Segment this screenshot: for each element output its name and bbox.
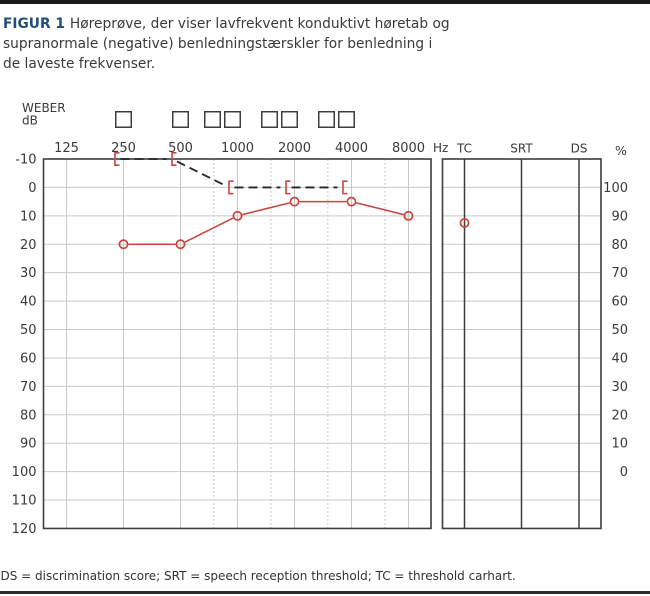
air-conduction-line-segment-4 [356,202,404,216]
speech-point-TC [459,217,470,228]
percent-label-0: 0 [620,465,628,480]
series-bone-conduction [114,152,348,195]
bone-conduction-marker-500 [171,152,177,166]
air-conduction-point-500 [175,239,186,250]
db-label-110: 110 [12,494,37,509]
bone-conduction-marker-4000 [342,180,348,195]
db-label-10: 10 [20,209,37,224]
percent-label-40: 40 [611,351,628,366]
bone-conduction-marker-1000 [228,180,234,195]
weber-unit-label: dB [22,114,38,128]
weber-box-4000 [318,111,335,128]
percent-label-20: 20 [611,408,628,423]
db-label-0: 0 [28,181,36,196]
axis-labels: 125 250 500 1000 2000 4000 8000 Hz TC SRT DS %-1001… [12,141,628,537]
db-label-50: 50 [20,323,37,338]
weber-box-2000 [281,111,298,128]
freq-label-2000: 2000 [278,141,311,156]
db-label-40: 40 [20,295,37,310]
percent-label-70: 70 [611,266,628,281]
top-rule [0,0,650,4]
freq-label-8000: 8000 [392,141,425,156]
weber-box-2000 [261,111,278,128]
db-label-70: 70 [20,380,37,395]
audiogram-frame [42,158,432,530]
percent-label-10: 10 [611,437,628,452]
freq-label-125: 125 [54,141,79,156]
weber-label: WEBER [22,101,66,115]
freq-label-4000: 4000 [335,141,368,156]
grid-lines [43,159,601,529]
bone-conduction-marker-2000 [285,180,291,195]
db-label-20: 20 [20,238,37,253]
air-conduction-line-segment-2 [242,202,290,216]
weber-box-250 [115,111,132,128]
air-conduction-point-250 [118,239,129,250]
weber-box-4000 [338,111,355,128]
bottom-rule [0,591,650,594]
percent-axis-label: % [615,143,627,158]
bone-conduction-marker-250 [114,152,120,166]
db-label-90: 90 [20,437,37,452]
percent-label-30: 30 [611,380,628,395]
percent-label-90: 90 [611,209,628,224]
weber-box-500 [172,111,189,128]
figure-caption-text: Høreprøve, der viser lavfrekvent kondukt… [3,15,450,72]
column-label-DS: DS [571,142,588,156]
bone-conduction-line-segment-1 [176,160,225,186]
air-conduction-point-2000 [289,196,300,207]
air-conduction-point-8000 [403,210,414,221]
db-label-120: 120 [12,522,37,537]
figure-label: FIGUR 1 [3,15,65,32]
percent-label-60: 60 [611,295,628,310]
percent-label-100: 100 [603,181,628,196]
db-label-30: 30 [20,266,37,281]
db-label-100: 100 [12,465,37,480]
column-label-SRT: SRT [510,142,533,156]
db-label-60: 60 [20,351,37,366]
air-conduction-line-segment-1 [184,217,234,243]
figure-caption: FIGUR 1 Høreprøve, der viser lavfrekvent … [3,14,563,74]
freq-label-1000: 1000 [221,141,254,156]
footnote: DS = discrimination score; SRT = speech … [0,568,516,583]
freq-unit-label: Hz [433,141,448,155]
weber-box-1000 [204,111,221,128]
weber-box-1000 [224,111,241,128]
db-label--10: -10 [15,153,36,168]
db-label-80: 80 [20,408,37,423]
percent-label-50: 50 [611,323,628,338]
column-label-TC: TC [456,142,472,156]
percent-label-80: 80 [611,238,628,253]
air-conduction-point-4000 [346,196,357,207]
air-conduction-point-1000 [232,210,243,221]
series-air-conduction [118,196,414,250]
